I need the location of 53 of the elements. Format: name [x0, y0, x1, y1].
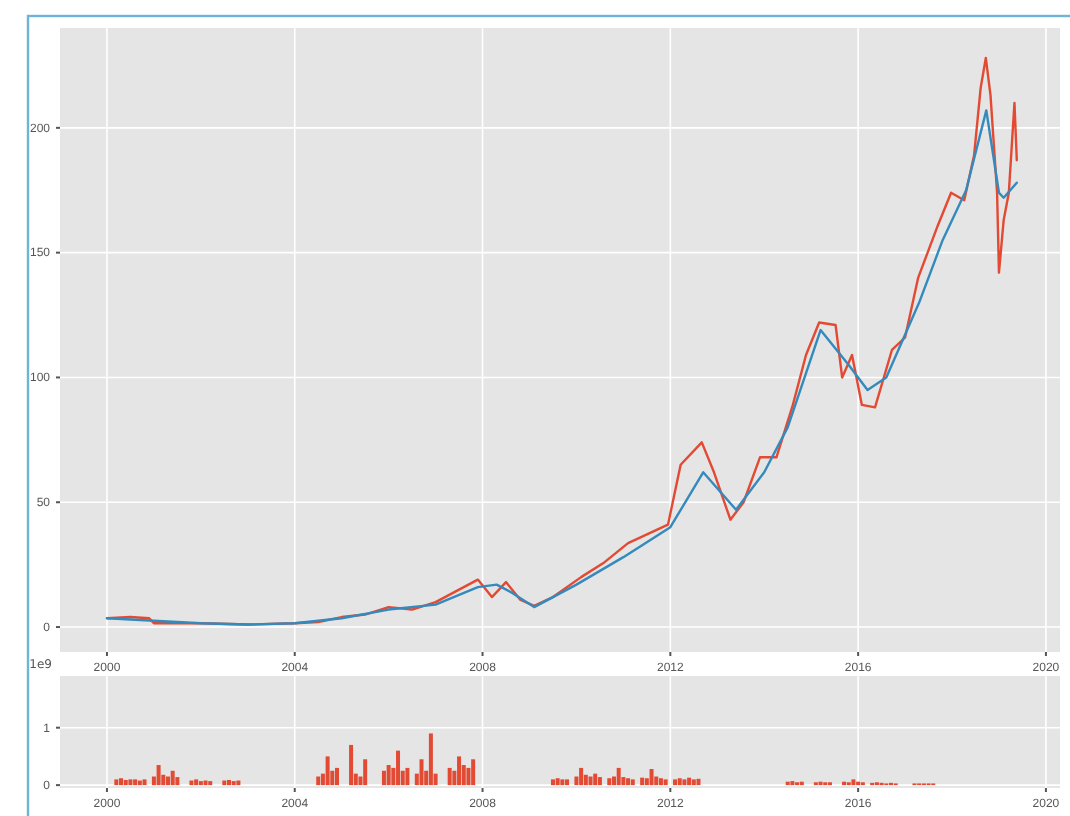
bar [428, 733, 433, 786]
bar [227, 779, 232, 786]
bar [673, 779, 678, 786]
bar [565, 779, 570, 786]
bar [626, 778, 631, 786]
bar [381, 770, 386, 786]
bar [142, 779, 147, 786]
bar [175, 777, 180, 786]
bar [579, 767, 584, 786]
bar [194, 779, 199, 786]
bar [574, 776, 579, 786]
bar [691, 779, 696, 786]
bar [165, 776, 170, 786]
bar [316, 776, 321, 786]
bar [555, 778, 560, 786]
bar [550, 779, 555, 786]
bar [325, 756, 330, 786]
bar [156, 765, 161, 786]
bar [649, 769, 654, 786]
bar [696, 778, 701, 786]
bar [128, 779, 133, 786]
bar [677, 778, 682, 786]
bar [447, 767, 452, 786]
bar [851, 779, 856, 786]
bar [170, 770, 175, 786]
bar [419, 759, 424, 786]
bar [663, 779, 668, 786]
bar [682, 779, 687, 786]
bar [640, 777, 645, 786]
bar [583, 774, 588, 786]
bar [363, 759, 368, 786]
bar [349, 744, 354, 786]
bar [560, 779, 565, 786]
bar [457, 756, 462, 786]
bar [654, 776, 659, 786]
bar [396, 750, 401, 786]
bar [123, 779, 128, 786]
bar [597, 777, 602, 786]
bar [114, 779, 119, 786]
bar [607, 778, 612, 786]
bar [405, 767, 410, 786]
bar [616, 767, 621, 786]
bar [658, 778, 663, 786]
bar [687, 777, 692, 786]
bar [630, 779, 635, 786]
bar [119, 778, 124, 786]
bar [593, 773, 598, 786]
bar [588, 776, 593, 786]
bar [611, 776, 616, 786]
bar [335, 767, 339, 786]
bar [466, 767, 471, 786]
bar [386, 765, 391, 786]
bar [471, 759, 476, 786]
